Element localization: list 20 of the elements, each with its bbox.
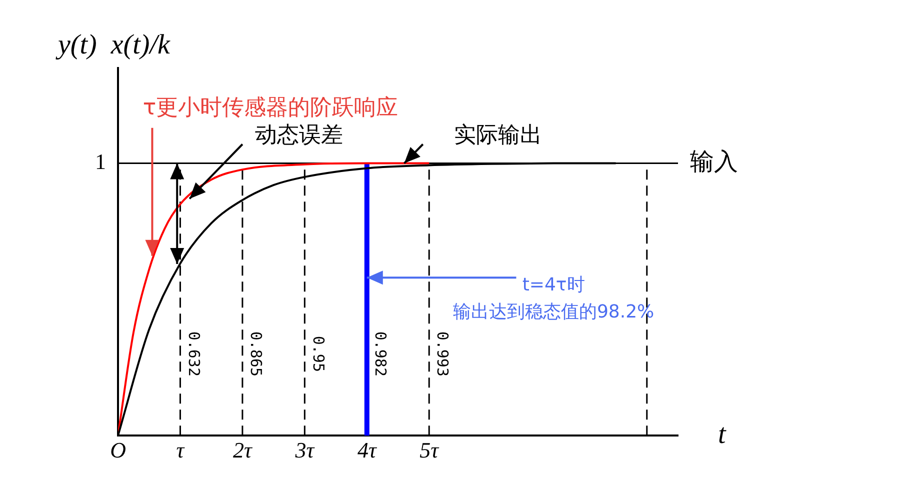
x-tick-label: 3τ	[294, 438, 316, 463]
x-tick-label: O	[110, 438, 126, 463]
x-tick-label: 4τ	[357, 438, 378, 463]
x-tick-label: 2τ	[233, 438, 254, 463]
ref-line-label: 输入	[690, 148, 738, 176]
annotation: 0.632	[184, 331, 203, 376]
annotation: 动态误差	[254, 122, 343, 148]
annotation: 0.95	[309, 336, 328, 372]
x-tick-label: 5τ	[420, 438, 440, 463]
annotation: 0.982	[372, 331, 390, 376]
y-axis-title: y(t) x(t)/k	[55, 29, 170, 60]
x-tick-label: τ	[176, 438, 186, 463]
annotation: 输出达到稳态值的98.2%	[452, 302, 654, 323]
annotation: τ更小时传感器的阶跃响应	[142, 96, 398, 121]
annotation: 0.993	[434, 331, 452, 376]
annotation: 1	[95, 149, 106, 174]
annotation: 实际输出	[454, 122, 542, 148]
x-axis-title: t	[718, 418, 727, 450]
annotation: t=4τ时	[522, 274, 585, 296]
annotation: 0.865	[247, 331, 266, 376]
